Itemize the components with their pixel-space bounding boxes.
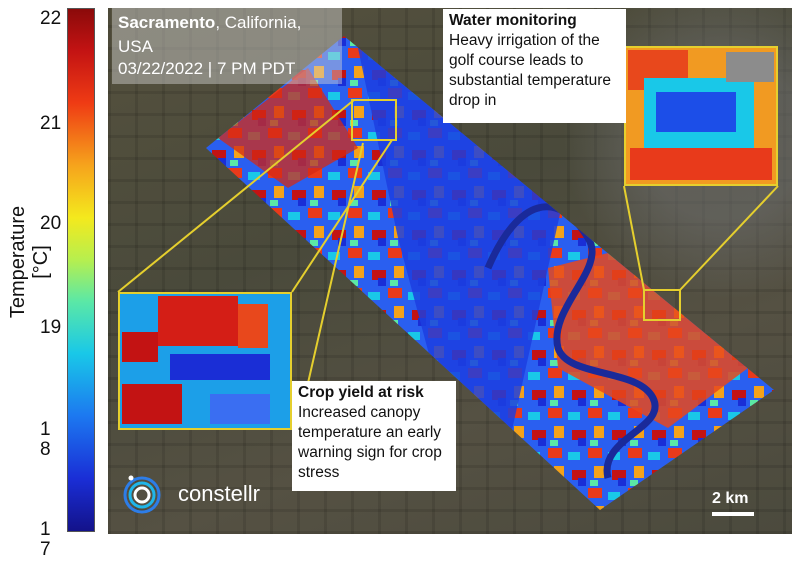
constellr-logo-icon [123,475,161,514]
brand-name: constellr [178,481,260,506]
warm-zone-north [218,68,358,188]
zoom-source-crop [351,99,397,141]
colorbar-tick-21: 21 [40,113,62,134]
zoom-source-golf [643,289,681,321]
zoom-inset-crop-svg [120,294,290,428]
location-datetime: 03/22/2022 | 7 PM PDT [118,59,296,78]
location-label-box [112,8,342,84]
colorbar-tick-18: 18 [40,419,51,460]
warm-zone-city [548,238,748,428]
thermal-overlay-svg [117,36,779,510]
zoom-inset-golf-svg [626,48,776,184]
temperature-colorbar [67,8,95,532]
colorbar-tick-20: 20 [40,213,62,234]
callout-water-body: Heavy irrigation of the golf course lead… [449,32,611,109]
callout-crop-title: Crop yield at risk [298,384,424,401]
connector-left-top [117,99,355,293]
zoom-inset-golf [624,46,778,186]
connector-left-bottom [291,139,393,293]
colorbar-tick-22: 22 [40,8,62,29]
location-city-line: Sacramento, California, [118,12,301,33]
callout-crop-yield: Crop yield at risk Increased canopy temp… [292,381,456,491]
location-city: Sacramento [118,13,216,32]
colorbar-tick-17: 17 [40,519,51,560]
callout-water-monitoring: Water monitoring Heavy irrigation of the… [443,9,626,123]
colorbar-tick-19: 19 [40,317,62,338]
callout-water-title: Water monitoring [449,12,577,29]
connector-right-top [623,185,645,291]
callout-crop-body: Increased canopy temperature an early wa… [298,404,442,481]
colorbar-axis-label: Temperature [°C] [7,205,52,319]
connector-right-bottom [679,185,779,291]
location-country: USA [118,37,153,56]
scale-bar [712,512,754,516]
location-state: , California, [215,13,302,32]
zoom-inset-crop [118,292,292,430]
scale-label: 2 km [712,490,749,507]
connector-crop [307,142,364,384]
